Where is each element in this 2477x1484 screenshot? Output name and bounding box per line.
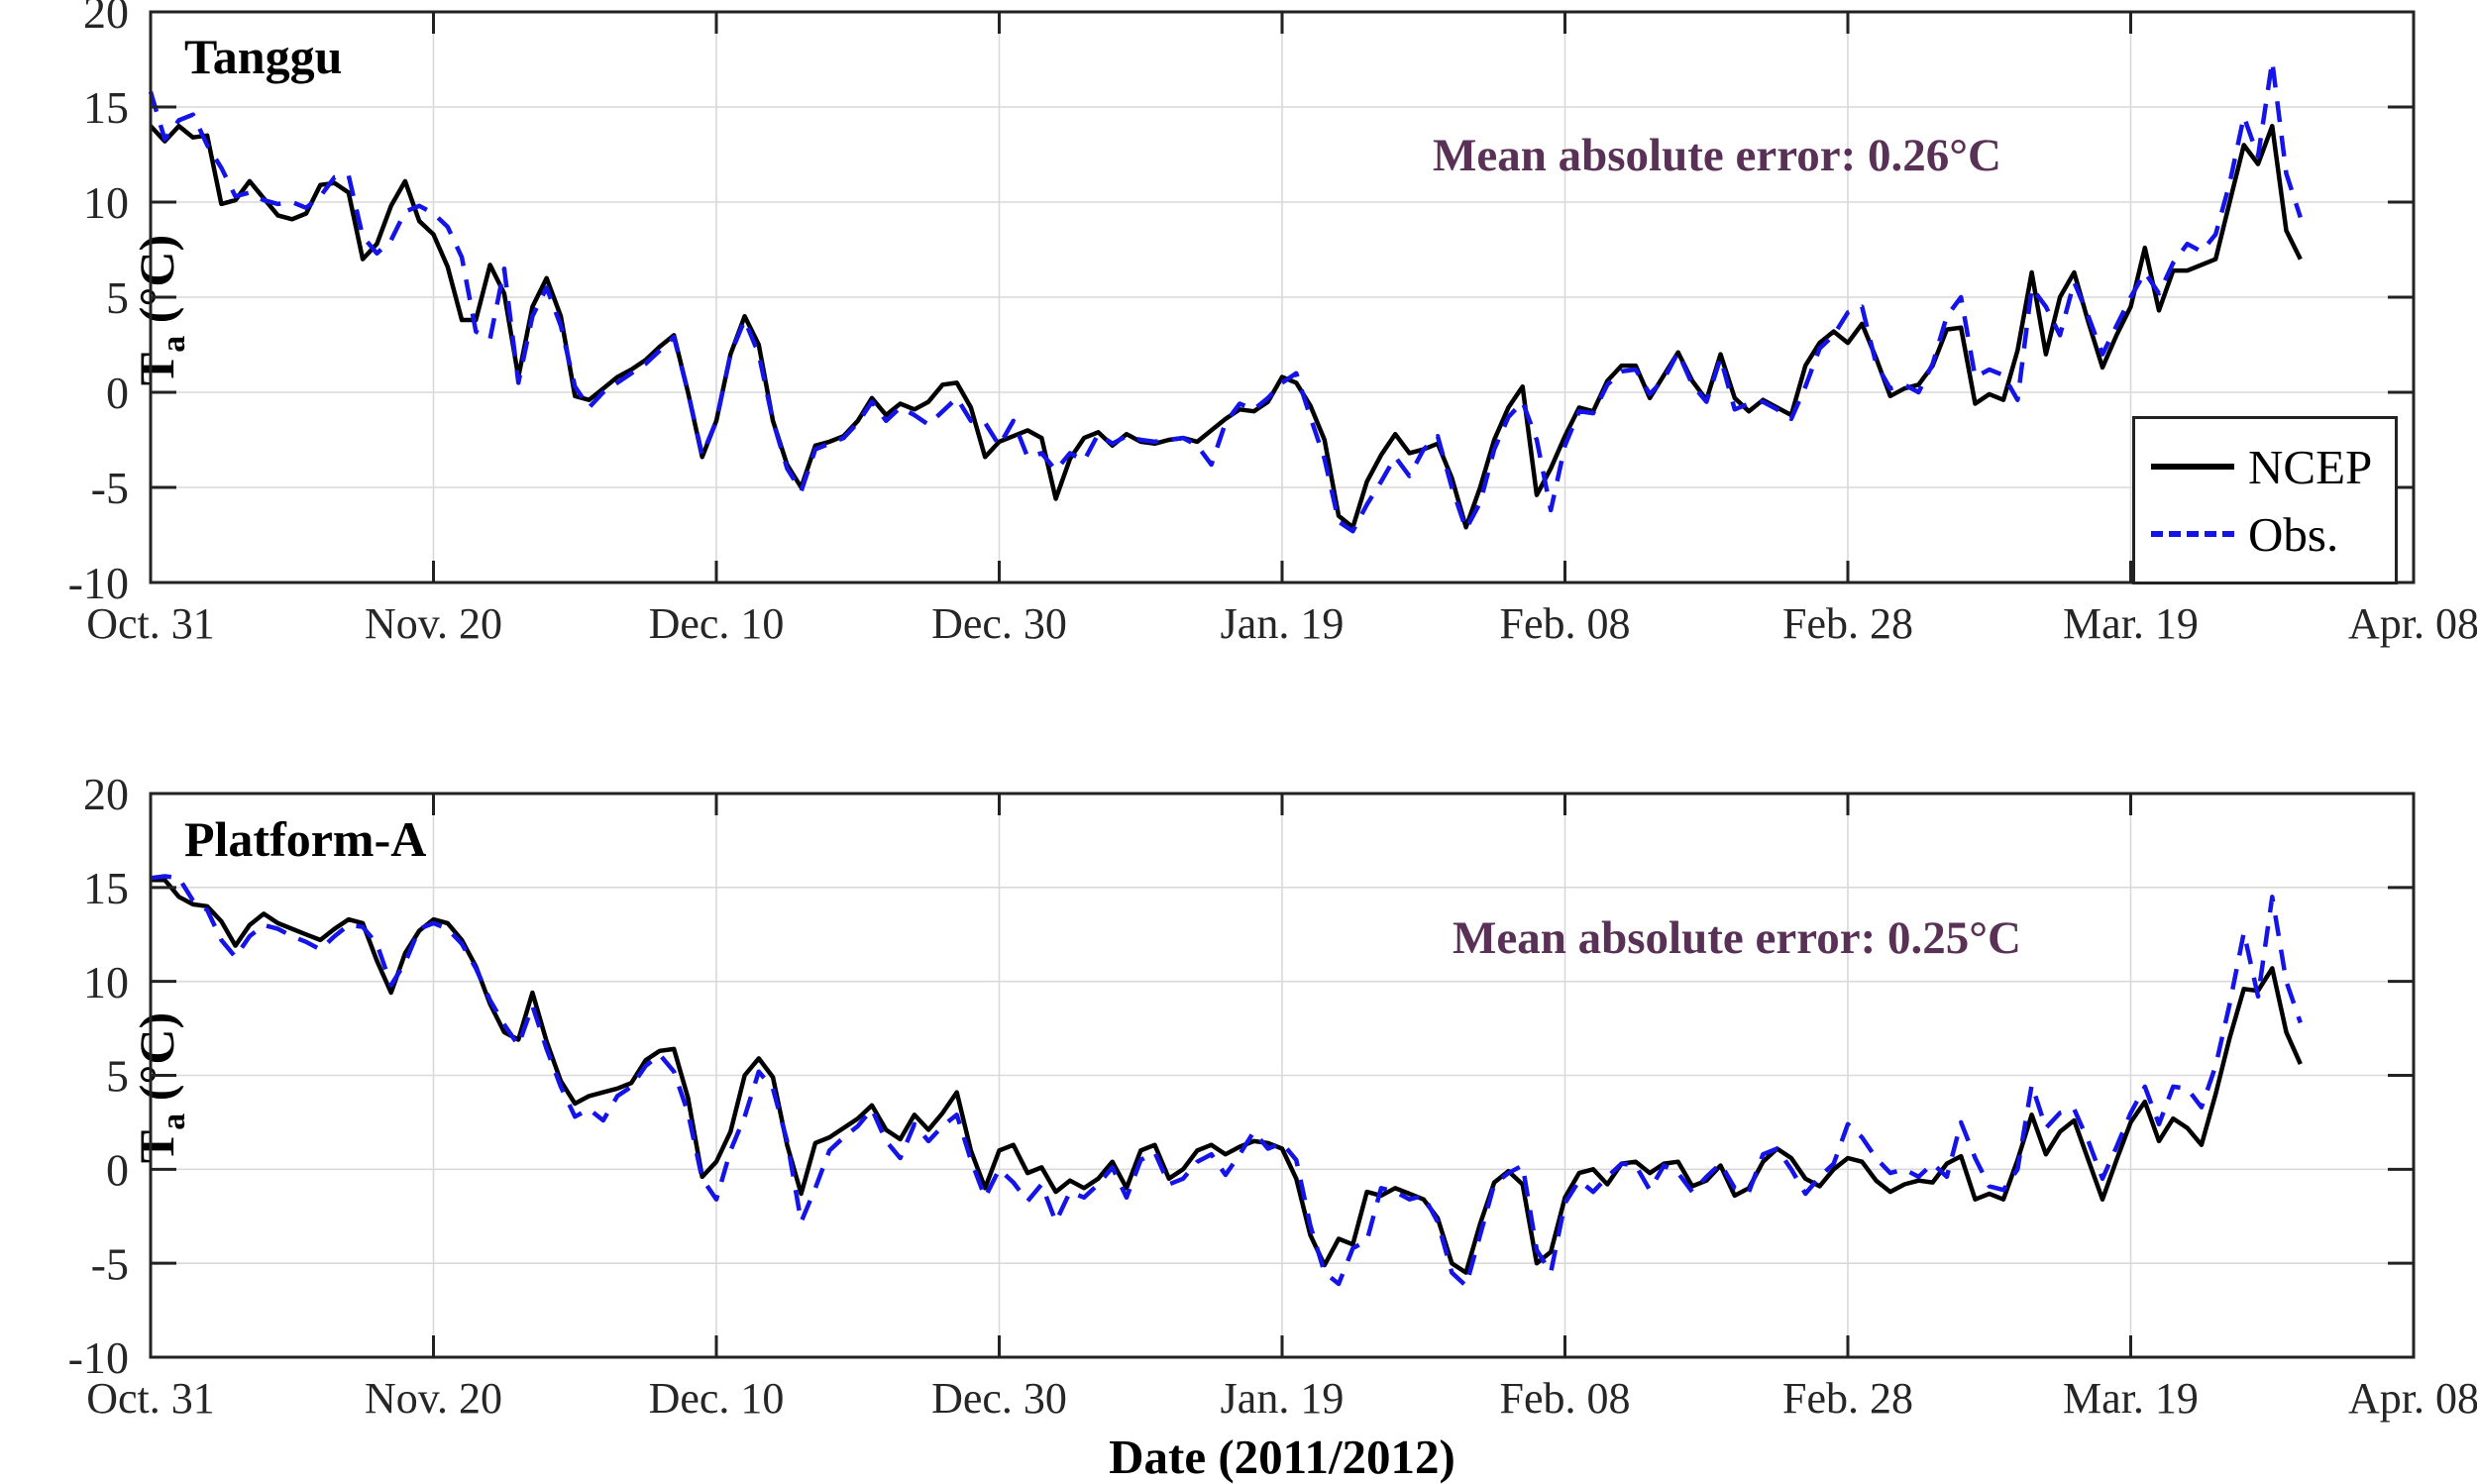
y-tick-label: 15 bbox=[83, 82, 129, 133]
y-tick-label: -10 bbox=[68, 558, 129, 608]
legend-label-obs: Obs. bbox=[2248, 506, 2339, 562]
y-tick-label: -5 bbox=[91, 463, 129, 513]
mae-annotation-tanggu: Mean absolute error: 0.26°C bbox=[1433, 130, 2001, 181]
panel-title-platform-a: Platform-A bbox=[184, 811, 427, 867]
y-tick-label: 15 bbox=[83, 863, 129, 913]
y-tick-label: 5 bbox=[106, 272, 129, 323]
y-tick-label: 10 bbox=[83, 957, 129, 1007]
y-tick-label: 10 bbox=[83, 177, 129, 228]
x-tick-label: Feb. 28 bbox=[1782, 1374, 1913, 1423]
x-tick-label: Nov. 20 bbox=[365, 1374, 502, 1423]
x-tick-label: Jan. 19 bbox=[1221, 599, 1345, 648]
x-tick-label: Apr. 08 bbox=[2348, 599, 2477, 648]
y-tick-label: -10 bbox=[68, 1332, 129, 1383]
legend-item-obs: Obs. bbox=[2151, 500, 2375, 568]
x-tick-label: Mar. 19 bbox=[2063, 599, 2199, 648]
x-tick-label: Oct. 31 bbox=[86, 1374, 215, 1423]
x-tick-label: Dec. 10 bbox=[649, 599, 785, 648]
x-tick-label: Dec. 30 bbox=[931, 1374, 1067, 1423]
x-tick-label: Feb. 08 bbox=[1500, 599, 1631, 648]
y-tick-label: 20 bbox=[83, 0, 129, 38]
ncep-line-sample bbox=[2151, 464, 2234, 470]
legend-label-ncep: NCEP bbox=[2248, 439, 2373, 494]
y-tick-label: -5 bbox=[91, 1238, 129, 1289]
x-tick-label: Feb. 28 bbox=[1782, 599, 1913, 648]
x-tick-label: Jan. 19 bbox=[1221, 1374, 1345, 1423]
platform-a-chart: Oct. 31 Nov. 20 Dec. 10 Dec. 30 Jan. 19 Feb. … bbox=[68, 769, 2477, 1423]
series-line-obs bbox=[150, 874, 2303, 1289]
x-tick-label: Dec. 10 bbox=[649, 1374, 785, 1423]
x-tick-label: Feb. 08 bbox=[1500, 1374, 1631, 1423]
x-tick-label: Dec. 30 bbox=[931, 599, 1067, 648]
x-tick-label: Nov. 20 bbox=[365, 599, 502, 648]
y-tick-label: 20 bbox=[83, 769, 129, 819]
panel-title-tanggu: Tanggu bbox=[184, 29, 343, 84]
series-line-obs bbox=[148, 58, 2303, 534]
y-tick-label: 5 bbox=[106, 1051, 129, 1102]
tanggu-chart: Oct. 31 Nov. 20 Dec. 10 Dec. 30 Jan. 19 Feb. … bbox=[68, 0, 2477, 648]
x-tick-label: Mar. 19 bbox=[2063, 1374, 2199, 1423]
legend-item-ncep: NCEP bbox=[2151, 433, 2375, 500]
y-tick-label: 0 bbox=[106, 368, 129, 418]
x-tick-label: Oct. 31 bbox=[86, 599, 215, 648]
x-axis-label: Date (2011/2012) bbox=[1109, 1430, 1455, 1484]
y-tick-label: 0 bbox=[106, 1144, 129, 1195]
legend: NCEP Obs. bbox=[2132, 416, 2398, 584]
obs-line-sample bbox=[2151, 531, 2234, 537]
mae-annotation-platform-a: Mean absolute error: 0.25°C bbox=[1453, 912, 2021, 964]
x-tick-label: Apr. 08 bbox=[2348, 1374, 2477, 1423]
